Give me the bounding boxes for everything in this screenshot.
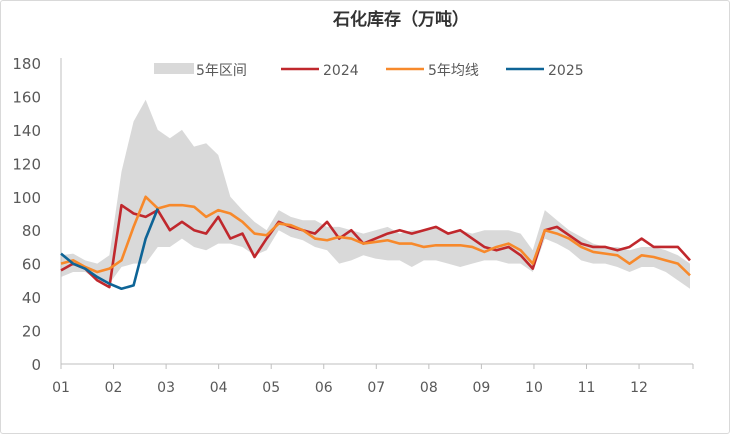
x-tick-label: 08 — [420, 380, 438, 396]
legend-label: 2025 — [548, 63, 584, 79]
x-tick-label: 09 — [472, 380, 490, 396]
y-tick-label: 60 — [22, 256, 41, 274]
series-line-2024 — [60, 203, 691, 289]
legend-label: 2024 — [323, 63, 359, 79]
x-tick-label: 05 — [262, 380, 280, 396]
y-tick-label: 140 — [12, 122, 41, 140]
legend-label: 5年均线 — [428, 63, 479, 79]
y-tick-label: 80 — [22, 222, 41, 240]
x-tick-label: 03 — [157, 380, 175, 396]
x-tick-label: 06 — [315, 380, 333, 396]
y-tick-label: 180 — [12, 55, 41, 73]
y-tick-label: 0 — [31, 356, 41, 374]
x-tick-label: 04 — [210, 380, 228, 396]
series-line-2025 — [60, 207, 159, 291]
y-tick-label: 40 — [22, 289, 41, 307]
chart-title: 石化库存（万吨） — [332, 9, 469, 30]
y-tick-label: 20 — [22, 323, 41, 341]
x-tick-label: 07 — [367, 380, 385, 396]
x-tick-label: 11 — [578, 380, 596, 396]
x-tick-label: 02 — [105, 380, 123, 396]
range-band-5yr — [61, 99, 690, 289]
legend-label: 5年区间 — [196, 63, 247, 79]
y-tick-label: 100 — [12, 189, 41, 207]
series-line-5年均线 — [60, 195, 691, 277]
y-tick-label: 160 — [12, 88, 41, 106]
y-tick-label: 120 — [12, 155, 41, 173]
x-tick-label: 12 — [630, 380, 648, 396]
legend: 5年区间 2024 5年均线 2025 — [154, 63, 584, 79]
legend-swatch — [154, 63, 194, 74]
x-tick-label: 10 — [525, 380, 543, 396]
x-tick-label: 01 — [52, 380, 70, 396]
